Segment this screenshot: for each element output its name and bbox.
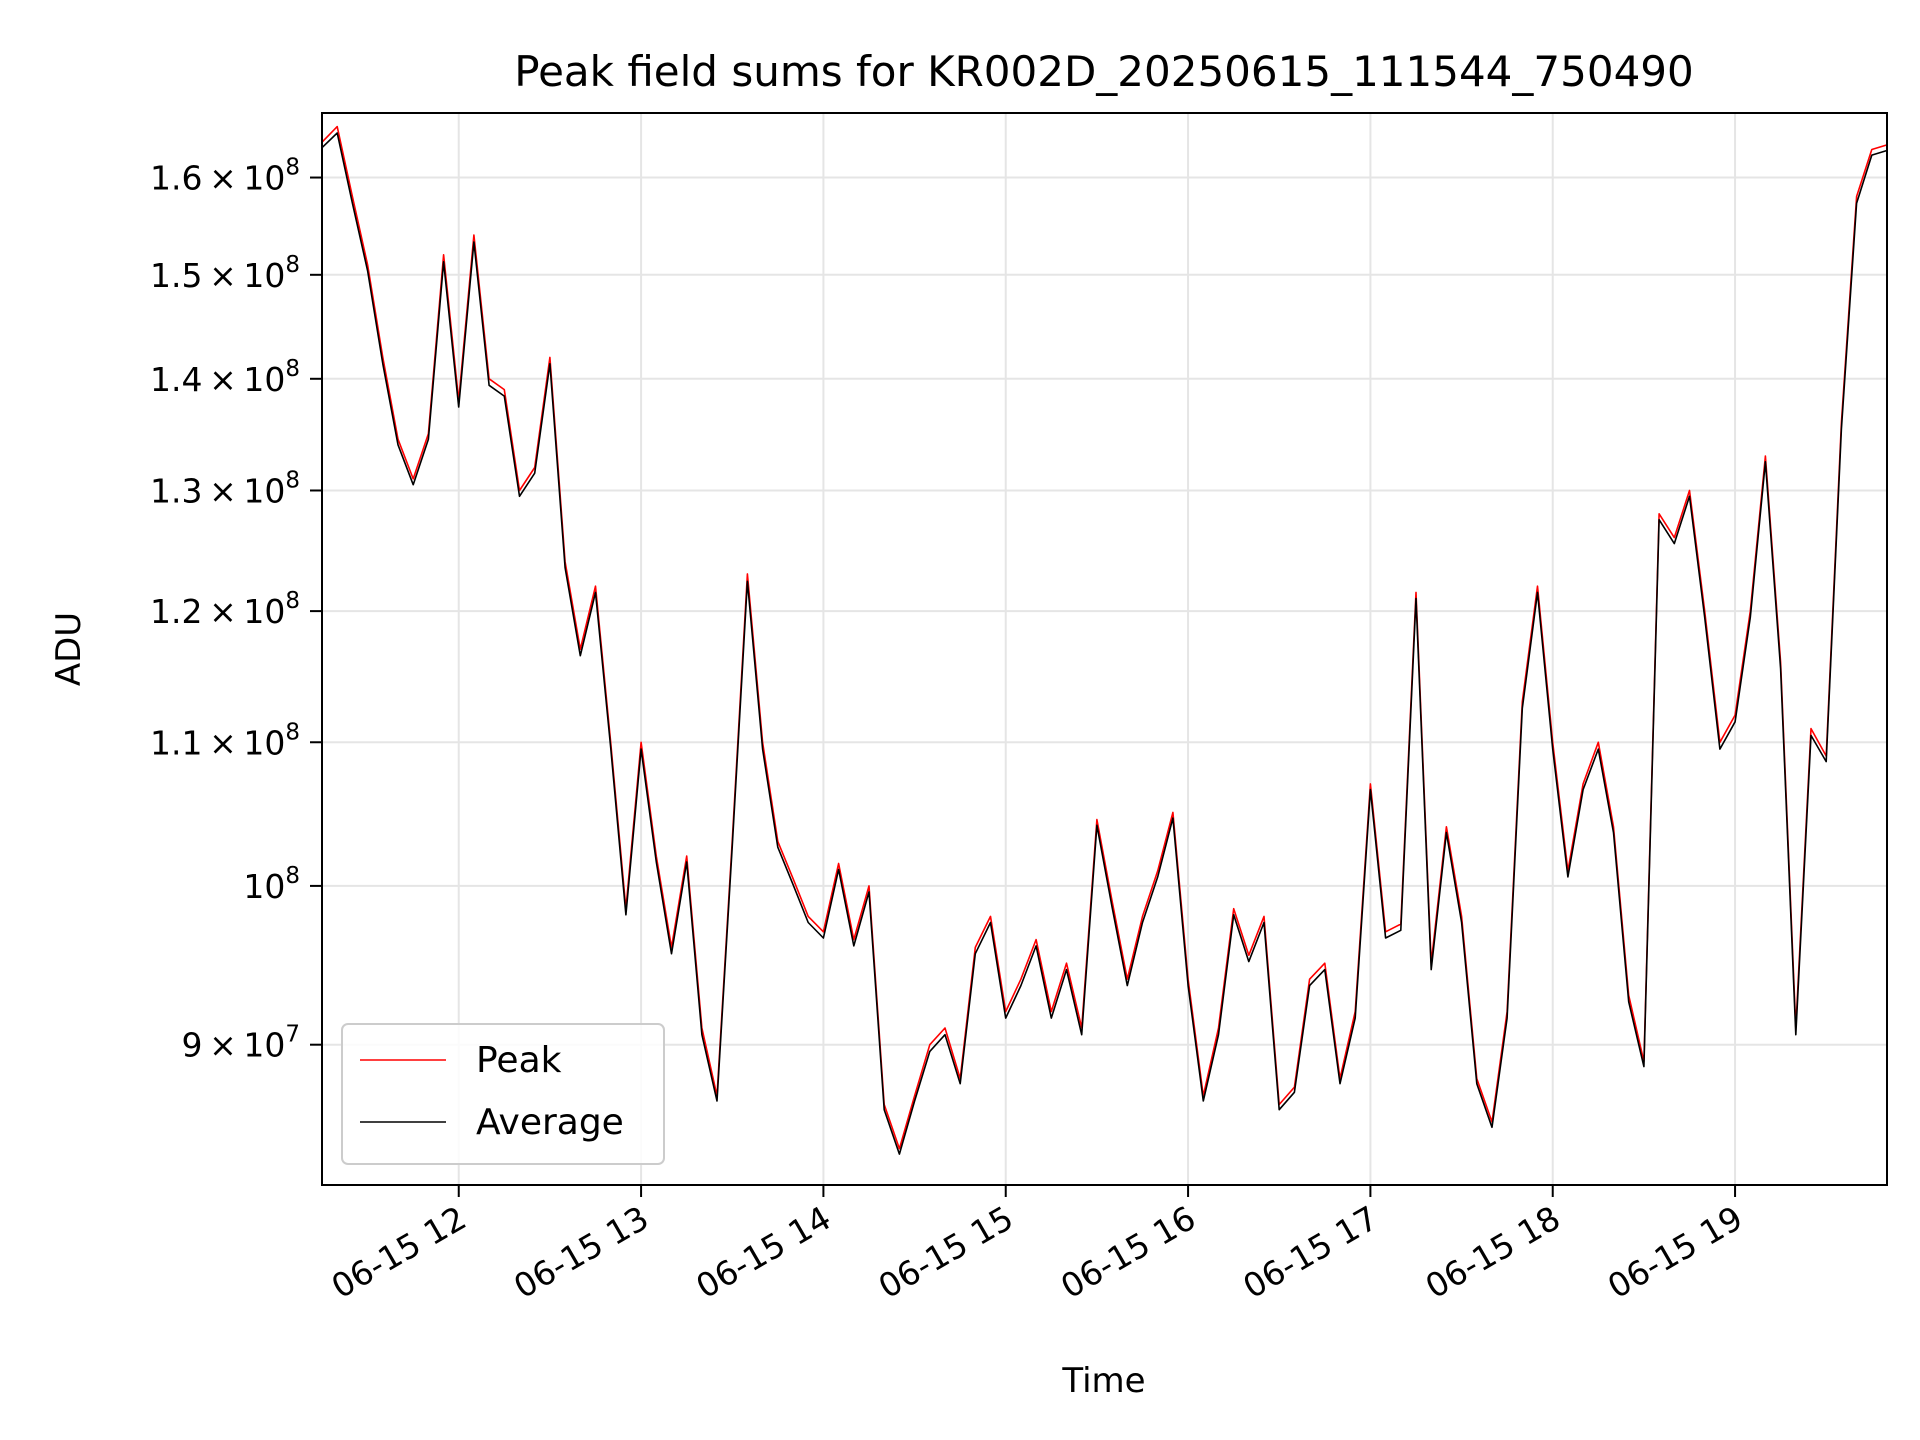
y-tick-base: 1.2 × 10 [150, 592, 285, 631]
y-tick-exponent: 8 [285, 155, 300, 181]
y-tick-base: 1.6 × 10 [150, 159, 285, 198]
series-line-average [321, 132, 1888, 1155]
series-layer [321, 125, 1888, 1155]
x-axis-title: Time [1061, 1361, 1145, 1401]
legend-label-average: Average [476, 1102, 624, 1143]
y-tick-label: 1.5 × 108 [150, 252, 300, 295]
y-tick-exponent: 8 [285, 252, 300, 278]
legend-box [341, 1023, 665, 1165]
y-tick-base: 1.4 × 10 [150, 360, 285, 399]
y-tick-exponent: 8 [285, 719, 300, 745]
y-axis-title: ADU [49, 612, 89, 686]
y-tick-base: 1.5 × 10 [150, 256, 285, 295]
legend: Peak Average [341, 1023, 665, 1165]
y-tick-label: 1.1 × 108 [150, 719, 300, 762]
legend-label-peak: Peak [476, 1040, 562, 1081]
y-tick-base: 1.3 × 10 [150, 471, 285, 510]
y-tick-label: 1.6 × 108 [150, 155, 300, 198]
y-tick-base: 1.1 × 10 [150, 723, 285, 762]
y-tick-exponent: 8 [285, 356, 300, 382]
y-tick-label: 108 [243, 863, 300, 906]
plot-frame [321, 112, 1888, 1186]
y-tick-base: 10 [243, 867, 285, 906]
y-tick-exponent: 8 [285, 863, 300, 889]
y-tick-label: 1.3 × 108 [150, 467, 300, 510]
y-tick-label: 1.4 × 108 [150, 356, 300, 399]
y-tick-exponent: 8 [285, 467, 300, 493]
y-tick-label: 1.2 × 108 [150, 588, 300, 631]
chart-title: Peak field sums for KR002D_20250615_1115… [514, 47, 1693, 96]
y-tick-label: 9 × 107 [182, 1022, 300, 1065]
y-tick-base: 9 × 10 [182, 1026, 286, 1065]
y-tick-exponent: 8 [285, 588, 300, 614]
y-tick-exponent: 7 [285, 1022, 300, 1048]
